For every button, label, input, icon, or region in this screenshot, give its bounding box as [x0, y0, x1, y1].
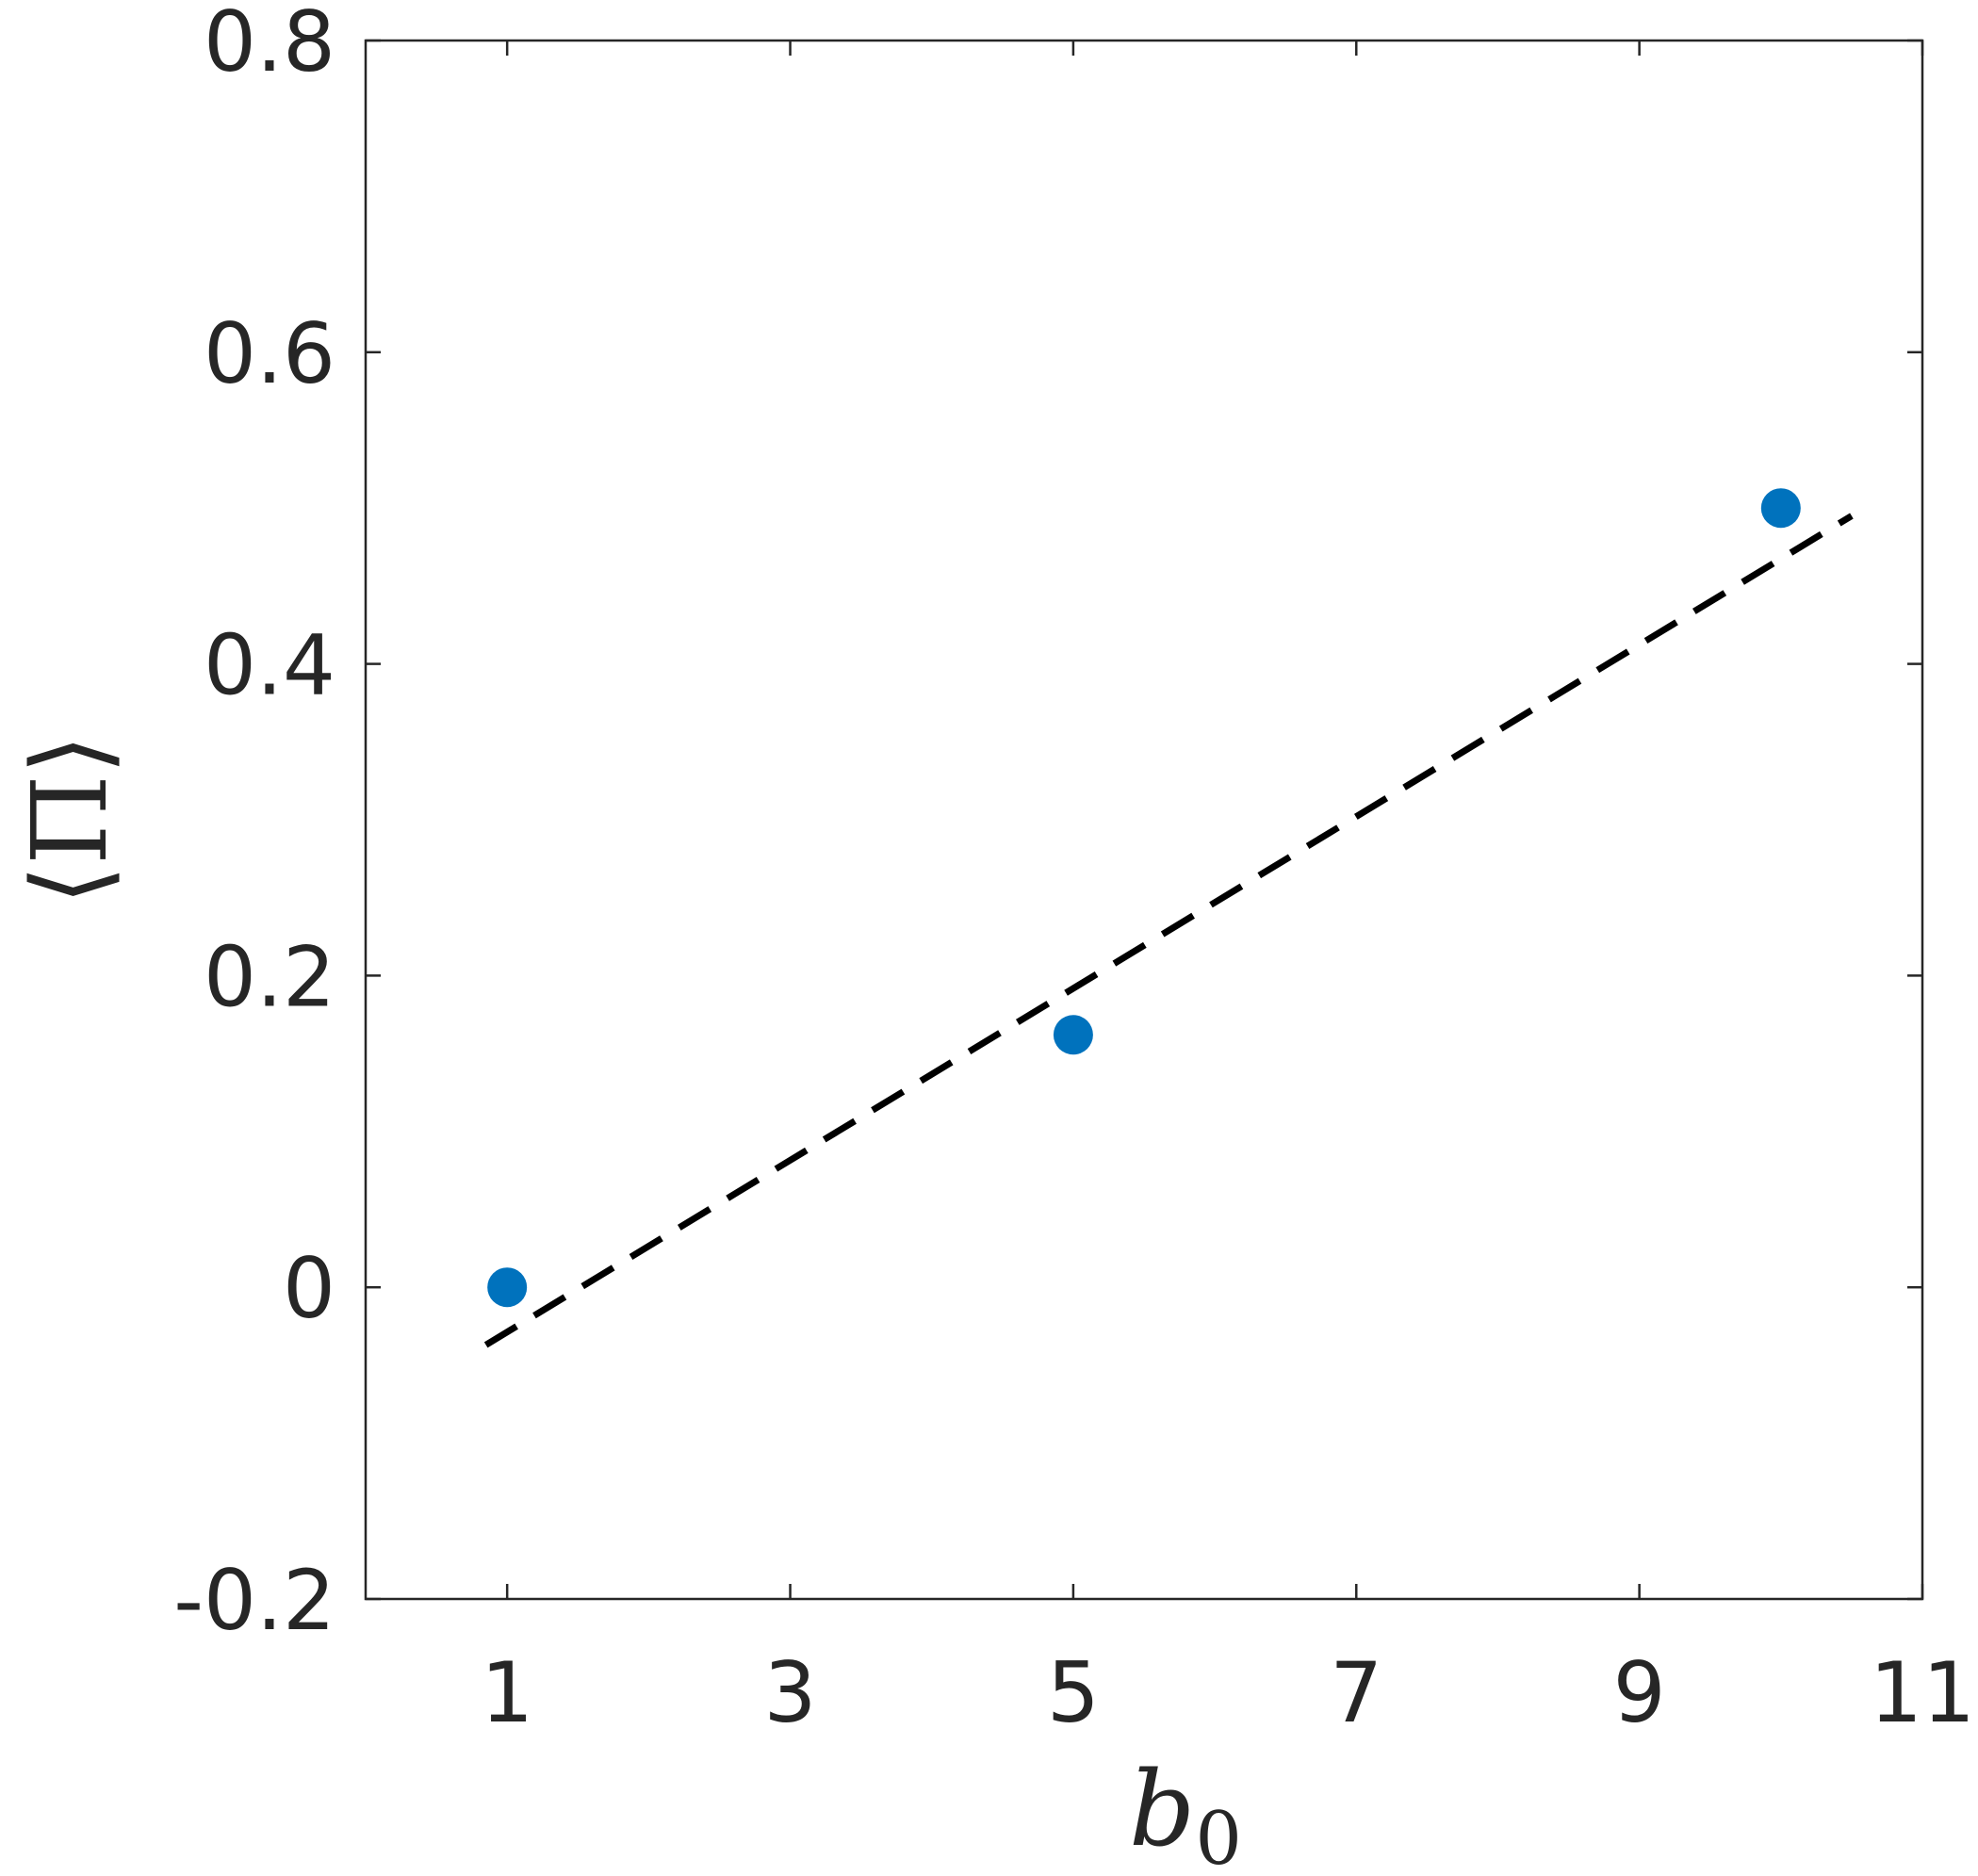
plot-area: [364, 39, 1924, 1601]
y-axis-label: ⟨Π⟩: [9, 734, 130, 905]
y-tick-label: -0.2: [173, 1552, 335, 1649]
x-axis-label-subscript: 0: [1195, 1797, 1242, 1876]
y-tick-label: 0.4: [204, 617, 335, 714]
x-axis-label: b0: [1129, 1749, 1242, 1876]
ticks: [366, 39, 1924, 1601]
x-axis-label-main: b: [1129, 1749, 1195, 1869]
data-point: [487, 1267, 528, 1308]
x-tick-label: 11: [1870, 1644, 1975, 1741]
x-tick-label: 7: [1330, 1644, 1382, 1741]
y-tick-label: 0.2: [204, 928, 335, 1025]
x-tick-label: 1: [481, 1644, 533, 1741]
fit-line: [483, 513, 1854, 1348]
series-layer: [483, 488, 1854, 1348]
data-point: [1760, 488, 1801, 529]
tick-labels: 1 3 5 7 9 11 -0.2 0 0.2 0.4 0.6 0.8: [173, 0, 1975, 1741]
x-tick-label: 5: [1047, 1644, 1100, 1741]
x-tick-label: 3: [764, 1644, 817, 1741]
x-tick-label: 9: [1613, 1644, 1666, 1741]
y-tick-label: 0.8: [204, 0, 335, 90]
y-tick-label: 0: [283, 1240, 335, 1337]
data-point: [1053, 1015, 1093, 1055]
y-tick-label: 0.6: [204, 305, 335, 402]
